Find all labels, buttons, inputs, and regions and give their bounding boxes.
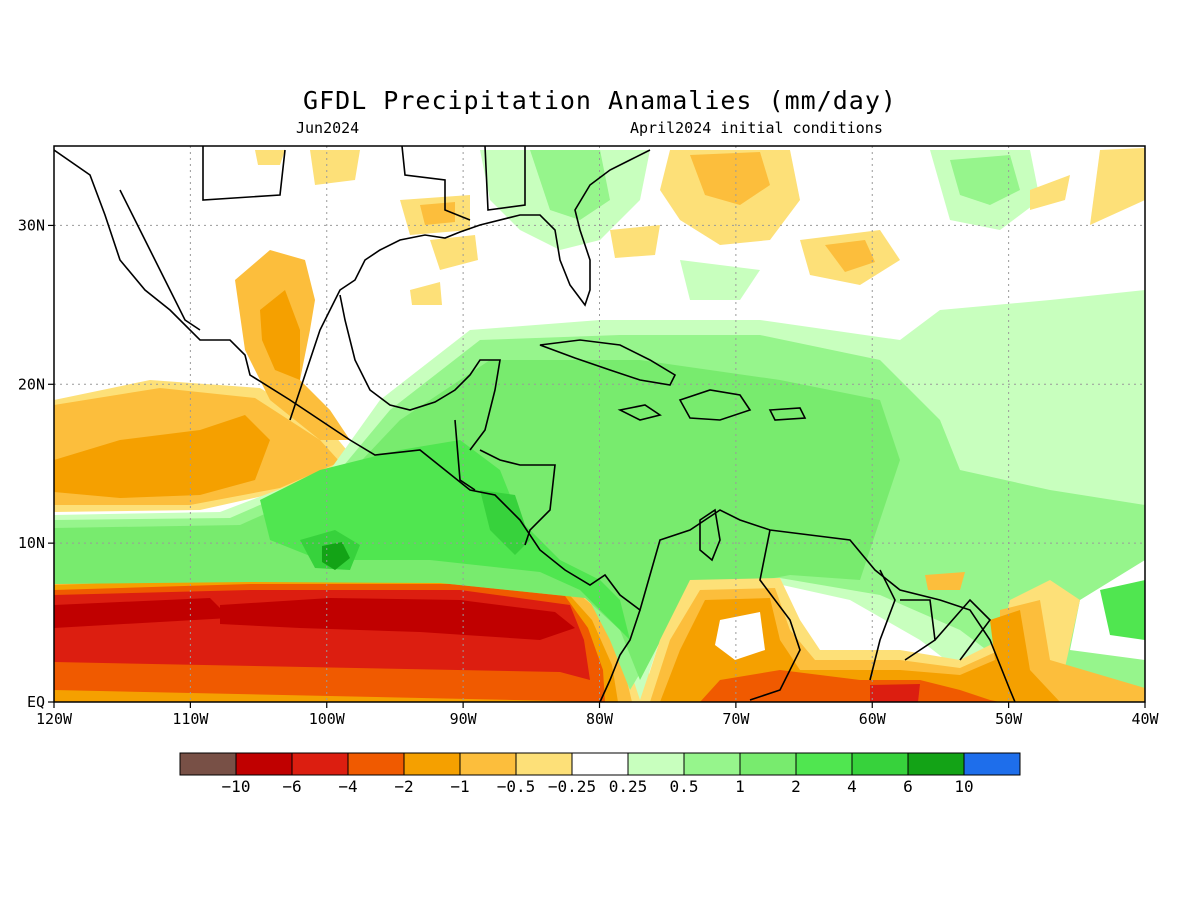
x-tick-label: 80W (586, 710, 614, 728)
map-title: GFDL Precipitation Anamalies (mm/day) (303, 86, 897, 115)
x-tick-label: 70W (722, 710, 750, 728)
colorbar-swatch (291, 752, 349, 776)
y-tick-label: 30N (18, 216, 45, 234)
colorbar-label: −0.5 (497, 777, 536, 796)
colorbar-label: 6 (903, 777, 913, 796)
coastlines (54, 146, 1016, 702)
colorbar-label: −0.25 (548, 777, 596, 796)
colorbar-label: 4 (847, 777, 857, 796)
colorbar-swatch (739, 752, 797, 776)
colorbar-label: 0.5 (670, 777, 699, 796)
colorbar-label: 0.25 (609, 777, 648, 796)
colorbar-swatch (179, 752, 237, 776)
colorbar-swatch (347, 752, 405, 776)
x-tick-label: 40W (1131, 710, 1159, 728)
y-tick-label: 20N (18, 375, 45, 393)
colorbar: −10 −6 −4 −2 −1 −0.5 −0.25 0.25 0.5 1 2 4 6 10 (179, 752, 1021, 796)
y-tick-label: 10N (18, 534, 45, 552)
colorbar-swatch (851, 752, 909, 776)
x-tick-label: 60W (859, 710, 887, 728)
x-tick-label: 110W (172, 710, 209, 728)
colorbar-swatch (627, 752, 685, 776)
colorbar-swatch (515, 752, 573, 776)
colorbar-swatch (683, 752, 741, 776)
colorbar-label: −1 (450, 777, 469, 796)
colorbar-label: 2 (791, 777, 801, 796)
colorbar-label: −4 (338, 777, 357, 796)
initial-conditions-label: April2024 initial conditions (630, 119, 883, 137)
colorbar-swatch (571, 752, 629, 776)
colorbar-swatch (963, 752, 1021, 776)
x-tick-label: 100W (309, 710, 346, 728)
colorbar-label: −2 (394, 777, 413, 796)
colorbar-swatch (795, 752, 853, 776)
x-tick-label: 90W (450, 710, 478, 728)
colorbar-swatch (459, 752, 517, 776)
y-tick-label: EQ (27, 693, 45, 711)
colorbar-swatch (235, 752, 293, 776)
x-tick-label: 120W (36, 710, 73, 728)
colorbar-label: 10 (954, 777, 973, 796)
colorbar-label: −6 (282, 777, 301, 796)
x-tick-label: 50W (995, 710, 1023, 728)
forecast-month: Jun2024 (296, 119, 360, 137)
colorbar-label: −10 (222, 777, 251, 796)
colorbar-swatch (403, 752, 461, 776)
colorbar-label: 1 (735, 777, 745, 796)
colorbar-swatch (907, 752, 965, 776)
axis-ticks: 120W 110W 100W 90W 80W 70W 60W 50W 40W EQ 10N 20N 30… (18, 216, 1160, 728)
